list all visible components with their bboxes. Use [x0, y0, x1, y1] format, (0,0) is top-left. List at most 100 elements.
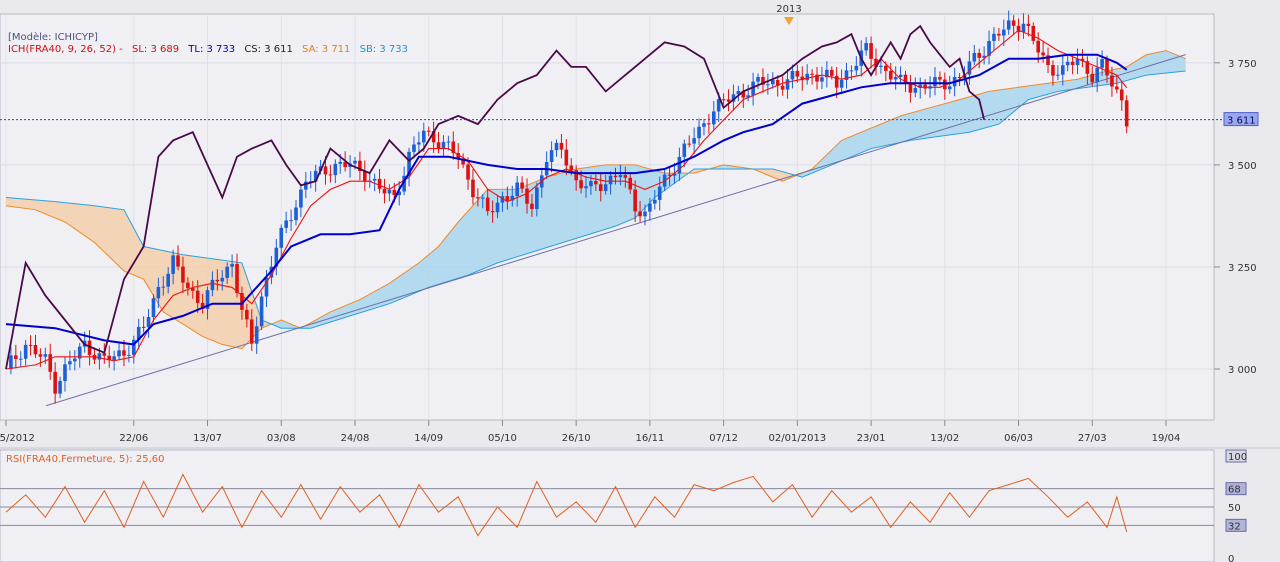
candle	[382, 178, 387, 204]
candle-body	[264, 277, 269, 297]
candle-body	[461, 158, 465, 165]
candle-body	[274, 247, 279, 267]
candle	[613, 167, 618, 185]
candle-body	[795, 70, 800, 77]
support-trendline[interactable]	[45, 54, 1186, 407]
candle	[333, 159, 338, 184]
candle-body	[839, 79, 844, 88]
candle-body	[1124, 100, 1129, 127]
span-b-line[interactable]	[5, 70, 1186, 329]
candle	[721, 93, 726, 105]
year-marker[interactable]: 2013	[776, 4, 802, 25]
candle	[677, 147, 682, 181]
candle	[766, 73, 770, 95]
candle	[775, 75, 780, 97]
candle-body	[1065, 61, 1070, 66]
year-marker-label: 2013	[776, 4, 801, 15]
candle	[834, 67, 839, 99]
candle	[372, 173, 377, 192]
candle-body	[810, 73, 814, 75]
candle-body	[353, 160, 357, 164]
kijun-line[interactable]	[5, 53, 1128, 346]
time-axis-label-2: 13/07	[193, 433, 222, 444]
time-axis-label-6: 05/10	[488, 433, 517, 444]
candle-body	[967, 61, 972, 75]
candle-body	[692, 138, 696, 144]
candle-body	[1021, 23, 1026, 33]
time-axis-label-7: 26/10	[562, 433, 591, 444]
candle-body	[333, 163, 338, 176]
candle	[898, 66, 903, 85]
candle	[485, 189, 490, 216]
candle	[377, 168, 382, 194]
candle-body	[869, 43, 873, 59]
candle-body	[289, 220, 293, 222]
candle-body	[800, 76, 805, 81]
chikou-line[interactable]	[5, 24, 985, 370]
candle-body	[48, 354, 53, 372]
candle	[844, 62, 849, 89]
candle	[156, 277, 161, 308]
candle-body	[1070, 61, 1075, 66]
candle	[820, 66, 824, 89]
candle-body	[913, 87, 918, 93]
candle-body	[402, 175, 406, 192]
candle-body	[982, 55, 986, 58]
candle-body	[736, 91, 741, 95]
candle-body	[844, 70, 849, 80]
rsi-line[interactable]	[5, 473, 1128, 537]
candle-body	[176, 255, 180, 267]
candle-body	[805, 73, 809, 81]
time-axis-label-9: 07/12	[709, 433, 738, 444]
candle-body	[412, 144, 416, 152]
candle-body	[1110, 75, 1114, 87]
candle	[731, 84, 736, 111]
candle-body	[1095, 67, 1099, 83]
candle	[697, 118, 701, 145]
candle	[73, 350, 77, 371]
candle-body	[711, 111, 716, 125]
candle-body	[1056, 74, 1060, 76]
candle-body	[888, 70, 893, 80]
candle	[1060, 54, 1065, 86]
candle	[584, 176, 588, 198]
candle	[476, 188, 480, 207]
candle-body	[879, 65, 883, 67]
candle-body	[372, 178, 377, 181]
candle	[623, 166, 628, 188]
candle-body	[112, 356, 116, 361]
candle-body	[200, 302, 205, 309]
rsi-level-box-1	[1225, 482, 1247, 496]
candle-body	[456, 153, 461, 159]
candle	[77, 342, 82, 368]
candle-body	[933, 77, 937, 87]
candle	[1051, 60, 1055, 86]
candle-body	[564, 149, 569, 166]
candle	[618, 164, 623, 186]
last-price-tag: 3 611	[1227, 116, 1256, 127]
candle-body	[495, 202, 500, 213]
candle	[643, 204, 647, 226]
candle	[313, 164, 318, 192]
candle-body	[299, 189, 303, 208]
candle	[1110, 66, 1114, 97]
candle-body	[1031, 25, 1036, 41]
candle	[466, 157, 470, 190]
candle-body	[1100, 59, 1104, 68]
candle-body	[220, 277, 225, 282]
candle	[480, 194, 485, 209]
candle	[1026, 14, 1031, 37]
time-axis-label-13: 06/03	[1004, 433, 1033, 444]
candle	[1075, 48, 1080, 75]
candle-body	[38, 354, 43, 357]
candle	[471, 169, 475, 205]
candle	[638, 200, 642, 223]
candle	[190, 280, 195, 299]
candle	[245, 303, 249, 328]
candle-body	[249, 319, 254, 344]
candle-body	[230, 263, 234, 267]
span-a-line[interactable]	[5, 50, 1186, 350]
candle-body	[171, 255, 175, 274]
candle-body	[505, 196, 510, 201]
